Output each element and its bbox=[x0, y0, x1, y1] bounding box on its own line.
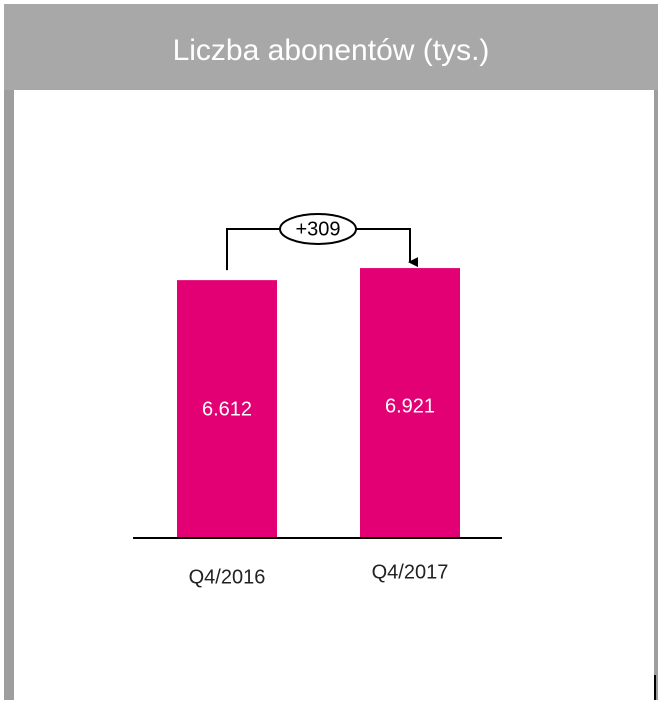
value-label: 6.921 bbox=[385, 395, 435, 417]
header-band bbox=[4, 4, 658, 90]
change-bubble bbox=[279, 213, 357, 245]
chart-title: Liczba abonentów (tys.) bbox=[173, 34, 490, 67]
bar bbox=[360, 268, 460, 538]
value-label: 6.612 bbox=[202, 398, 252, 420]
bar bbox=[177, 280, 277, 538]
x-tick-label: Q4/2016 bbox=[189, 566, 266, 588]
panel-body bbox=[14, 90, 654, 702]
change-annotation: +309 bbox=[295, 218, 340, 240]
x-tick-label: Q4/2017 bbox=[372, 561, 449, 583]
